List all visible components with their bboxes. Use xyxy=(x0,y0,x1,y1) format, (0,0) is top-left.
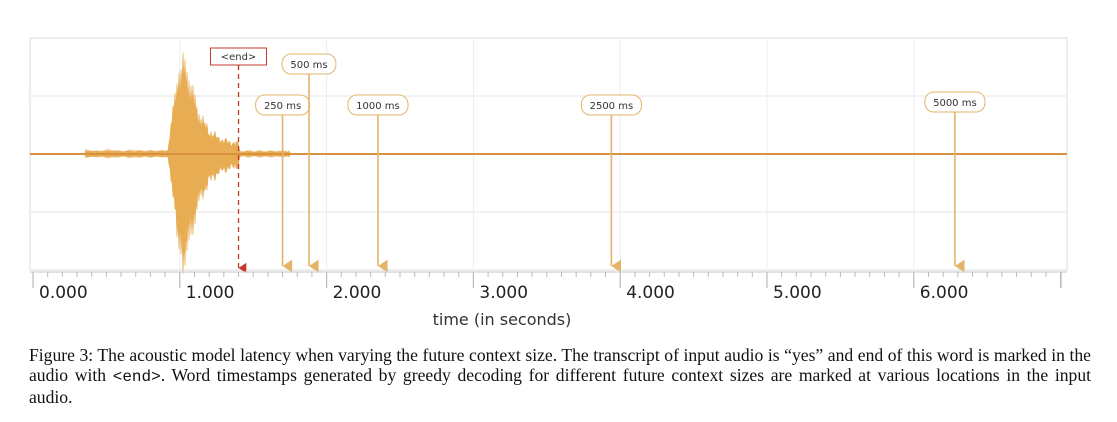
plot-grid xyxy=(29,37,1068,271)
caption-prefix: Figure 3: The acoustic model latency whe… xyxy=(29,345,1091,385)
figure-caption: Figure 3: The acoustic model latency whe… xyxy=(29,345,1091,407)
timestamp-label: 2500 ms xyxy=(590,101,634,112)
timestamp-label: 1000 ms xyxy=(356,101,400,112)
tick-label-2: 2.000 xyxy=(333,283,382,303)
tick-label-5: 5.000 xyxy=(773,283,822,303)
timestamp-markers: 250 ms 500 ms 1000 ms 2500 ms 5000 ms xyxy=(255,53,986,273)
timestamp-marker-2500ms: 2500 ms xyxy=(580,94,642,273)
audio-waveform xyxy=(84,52,291,275)
timestamp-marker-5000ms: 5000 ms xyxy=(924,91,986,273)
timestamp-marker-500ms: 500 ms xyxy=(281,53,337,273)
tick-label-6: 6.000 xyxy=(920,283,969,303)
timestamp-bubble xyxy=(347,94,409,116)
timestamp-bubble xyxy=(924,91,986,113)
caption-suffix: . Word timestamps generated by greedy de… xyxy=(29,365,1092,407)
timestamp-marker-250ms: 250 ms xyxy=(255,94,310,273)
timestamp-label: 500 ms xyxy=(290,60,327,71)
timestamp-label: 5000 ms xyxy=(933,98,977,109)
timestamp-label: 250 ms xyxy=(264,101,301,112)
tick-label-3: 3.000 xyxy=(479,283,528,303)
time-axis: 0.000 1.000 2.000 3.000 4.000 5.000 6.000 xyxy=(30,271,1067,303)
tick-label-0: 0.000 xyxy=(39,283,88,303)
x-axis-title: time (in seconds) xyxy=(433,310,572,329)
caption-code: <end> xyxy=(112,368,161,386)
end-marker: <end> xyxy=(210,47,268,274)
end-marker-label: <end> xyxy=(221,52,257,63)
timestamp-bubble xyxy=(281,53,337,75)
timestamp-marker-1000ms: 1000 ms xyxy=(347,94,409,273)
timestamp-bubble xyxy=(580,94,642,116)
waveform-envelope xyxy=(84,52,291,275)
tick-label-4: 4.000 xyxy=(626,283,675,303)
tick-label-1: 1.000 xyxy=(186,283,235,303)
latency-figure: <end> 250 ms 500 ms 1000 ms 2500 ms 5000 ms … xyxy=(29,37,1068,329)
